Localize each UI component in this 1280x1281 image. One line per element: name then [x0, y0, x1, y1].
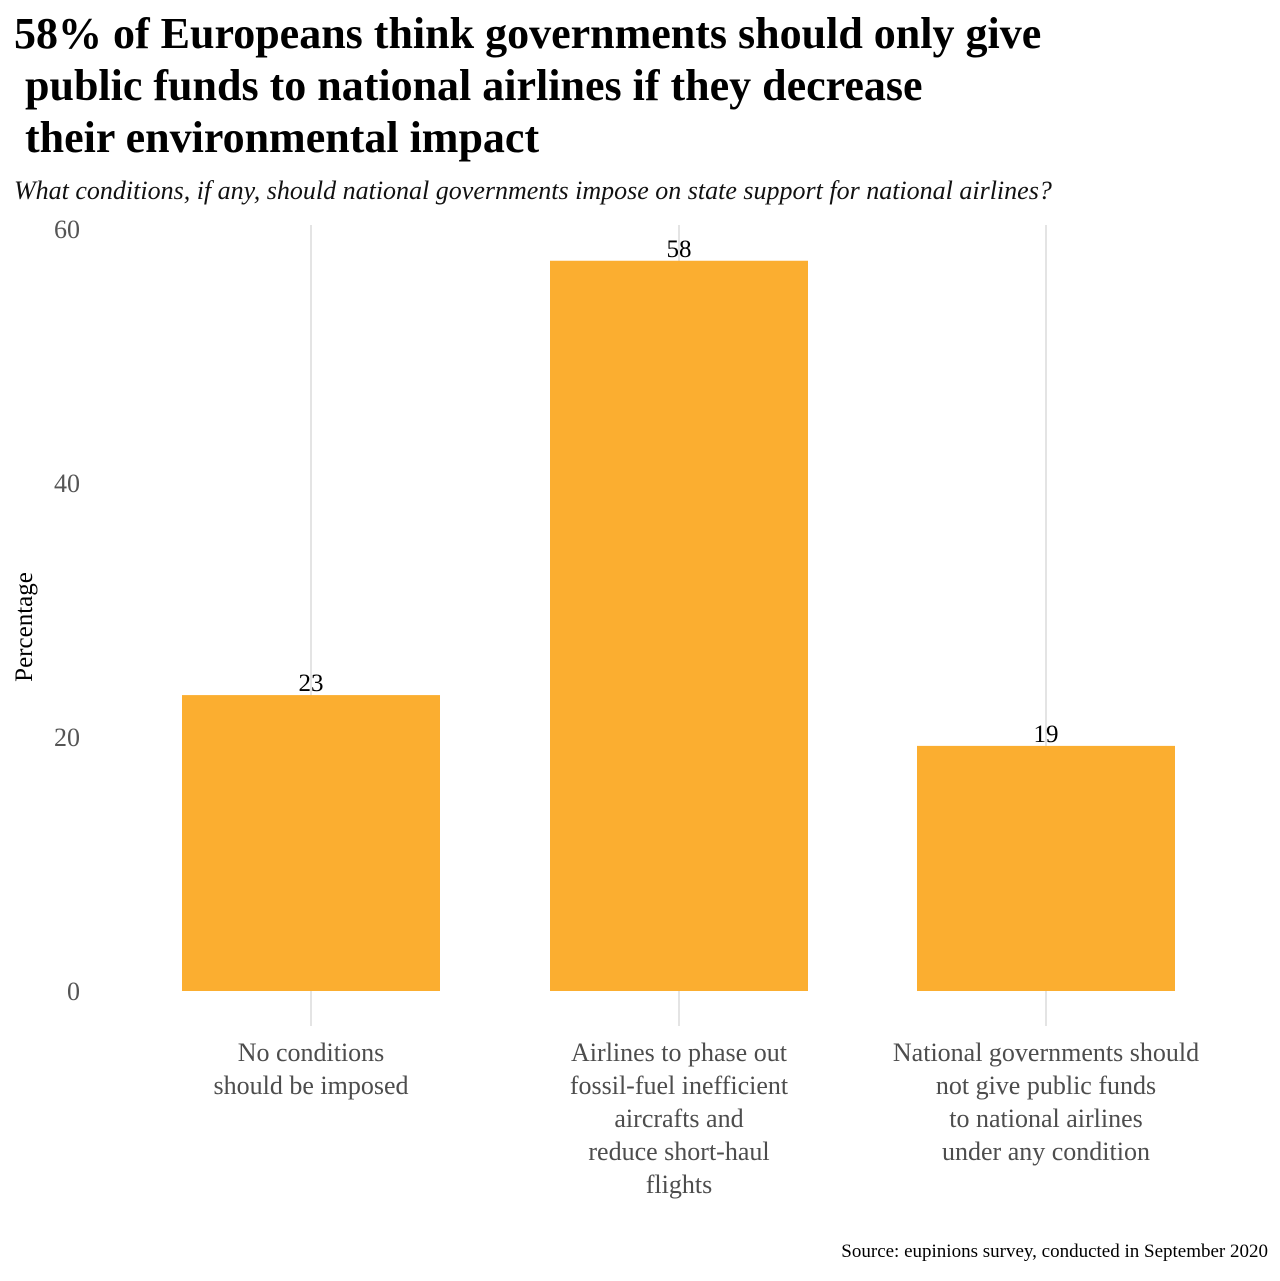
x-tick-label-line: No conditions [238, 1038, 385, 1067]
bar [917, 745, 1175, 991]
source-caption: Source: eupinions survey, conducted in S… [841, 1241, 1268, 1262]
x-tick-label-line: should be imposed [214, 1071, 409, 1100]
x-tick-label-line: to national airlines [949, 1104, 1143, 1133]
chart-subtitle: What conditions, if any, should national… [14, 176, 1052, 205]
chart-title-line-2: public funds to national airlines if the… [14, 61, 923, 110]
y-axis-ticks: 0 20 40 60 [54, 215, 80, 1006]
x-tick-label-line: not give public funds [936, 1071, 1156, 1100]
x-axis-categories: No conditions should be imposed Airlines t… [214, 1038, 1200, 1199]
x-tick-label-line: flights [646, 1170, 712, 1199]
x-tick-label-line: aircrafts and [614, 1104, 743, 1133]
data-label: 19 [1034, 721, 1059, 748]
chart-title-line-3: their environmental impact [14, 113, 540, 162]
data-label: 23 [299, 670, 324, 697]
x-tick-label-line: reduce short-haul [588, 1137, 769, 1166]
y-tick-label: 20 [54, 723, 80, 752]
data-label: 58 [667, 236, 692, 263]
bar [550, 260, 808, 991]
chart-title: 58% of Europeans think governments shoul… [14, 8, 1264, 164]
y-tick-label: 0 [67, 977, 80, 1006]
x-tick-label: No conditions should be imposed [214, 1038, 409, 1100]
value-labels: 23 58 19 [299, 236, 1059, 748]
chart-title-line-1: 58% of Europeans think governments shoul… [14, 9, 1042, 58]
x-tick-label-line: fossil-fuel inefficient [570, 1071, 789, 1100]
bars [182, 260, 1175, 991]
x-tick-label: National governments should not give publ… [893, 1038, 1199, 1166]
y-tick-label: 40 [54, 469, 80, 498]
x-tick-label: Airlines to phase out fossil-fuel ineffic… [570, 1038, 789, 1199]
bar [182, 695, 440, 991]
x-tick-label-line: under any condition [942, 1137, 1150, 1166]
y-tick-label: 60 [54, 215, 80, 244]
x-tick-label-line: National governments should [893, 1038, 1199, 1067]
x-tick-label-line: Airlines to phase out [571, 1038, 788, 1067]
